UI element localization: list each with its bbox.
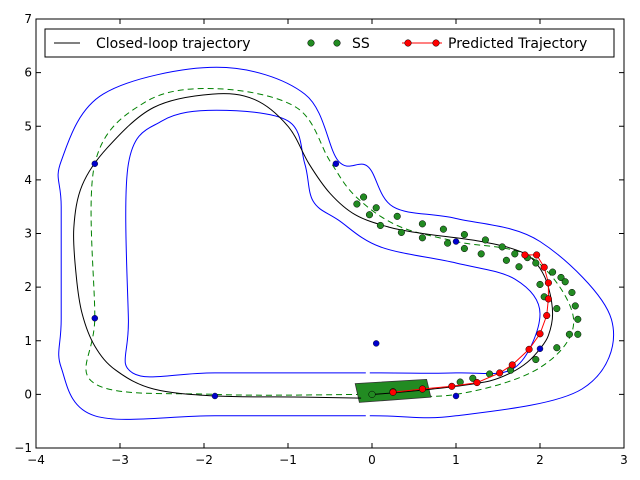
series-ss-point-7	[418, 220, 426, 228]
series-ss-point-13	[477, 250, 485, 258]
series-ss-point-0	[353, 200, 361, 208]
series-ss-point-14	[481, 236, 489, 244]
series-predicted-trajectory-point-2	[448, 382, 456, 390]
axes: −4 −3 −2 −1 0 1 2 3 −1 0 1 2 3 4 5 6 7	[14, 12, 628, 467]
reference-point-4	[452, 392, 460, 400]
series-ss-point-2	[365, 211, 374, 219]
series-predicted-trajectory-point-12	[533, 251, 541, 259]
x-tick-label-2: −2	[195, 453, 213, 467]
series-ss-point-21	[536, 280, 544, 288]
reference-point-1	[91, 160, 99, 167]
legend-predicted-trajectory-marker-2	[432, 39, 440, 47]
x-tick-label-3: −1	[279, 453, 297, 467]
y-tick-label-6: 5	[24, 119, 32, 133]
y-tick-label-1: 0	[24, 387, 32, 401]
series-ss-point-11	[460, 231, 468, 239]
series-ss-point-8	[418, 234, 426, 242]
series-predicted-trajectory-point-1	[418, 385, 426, 393]
series-ss-point-30	[574, 330, 582, 338]
reference-point-2	[91, 315, 99, 322]
y-tick-label-8: 7	[24, 12, 32, 26]
series-predicted-trajectory-point-8	[543, 311, 551, 320]
series-ss-point-12	[460, 244, 468, 253]
series-predicted-trajectory-point-7	[536, 330, 544, 338]
plot-content	[57, 66, 615, 420]
series-ss-point-10	[444, 239, 452, 247]
series-ss-point-23	[549, 268, 557, 276]
legend-box	[44, 28, 615, 58]
reference-point-3	[211, 392, 219, 400]
series-predicted-trajectory-point-13	[521, 251, 529, 259]
series-ss-point-36	[469, 374, 477, 382]
series-ss-point-24	[553, 305, 561, 313]
y-tick-label-3: 2	[24, 280, 32, 294]
x-tick-label-5: 1	[452, 453, 460, 467]
track-outer-boundary	[57, 66, 615, 420]
series-ss-point-15	[498, 243, 506, 251]
series-ss-point-33	[532, 355, 540, 364]
series-ss-point-9	[439, 225, 447, 233]
series-ss-point-18	[515, 263, 523, 271]
series-predicted-trajectory-point-11	[540, 263, 548, 271]
series-ss-point-27	[568, 288, 576, 297]
series-predicted-trajectory-point-6	[525, 345, 533, 353]
series-ss-point-29	[574, 315, 582, 323]
series-ss-point-32	[553, 344, 561, 352]
series-predicted-trajectory-point-0	[389, 388, 397, 396]
legend-ss-marker-2	[333, 39, 341, 47]
legend-ss-label: SS	[352, 36, 370, 52]
series-ss-point-31	[565, 330, 573, 338]
series-predicted-trajectory-point-10	[544, 279, 552, 287]
series-predicted-trajectory-point-9	[544, 295, 552, 303]
reference-point-6	[536, 345, 544, 352]
series-ss-point-3	[372, 204, 380, 212]
series-ss-point-6	[397, 228, 405, 236]
series-ss-point-16	[502, 256, 510, 264]
series-predicted-trajectory-point-5	[508, 361, 516, 369]
track-inner-boundary	[124, 109, 541, 378]
y-tick-label-4: 3	[24, 227, 32, 241]
series-ss-point-20	[532, 259, 540, 267]
series-ss-point-17	[511, 250, 519, 258]
legend-predicted-trajectory-marker-1	[404, 39, 412, 47]
reference-point-5	[452, 238, 460, 245]
series-ss-point-1	[360, 193, 368, 201]
series-ss-point-5	[393, 212, 401, 220]
x-tick-label-1: −3	[111, 453, 129, 467]
y-tick-label-0: −1	[14, 441, 32, 455]
x-tick-label-6: 2	[536, 453, 544, 467]
reference-point-0	[332, 160, 340, 167]
reference-point-7	[373, 340, 380, 347]
legend-predicted-trajectory-label: Predicted Trajectory	[448, 36, 587, 52]
y-tick-label-5: 4	[24, 173, 32, 187]
legend-closed-loop-trajectory-label: Closed-loop trajectory	[96, 36, 251, 52]
y-tick-label-7: 6	[24, 66, 32, 80]
series-predicted-trajectory-point-4	[496, 369, 504, 377]
legend: Closed-loop trajectory SS Predicted Trajec…	[44, 28, 615, 58]
plot-area	[57, 66, 615, 420]
series-ss-point-26	[561, 278, 569, 286]
legend-ss-marker-1	[307, 39, 315, 47]
x-tick-label-4: 0	[368, 453, 376, 467]
series-ss-point-28	[571, 302, 579, 310]
x-tick-label-7: 3	[620, 453, 628, 467]
series-ss-point-25	[557, 273, 565, 282]
y-tick-label-2: 1	[24, 334, 32, 348]
series-ss-point-39	[368, 390, 376, 398]
series-closed-loop-trajectory-line	[73, 93, 554, 399]
x-tick-label-0: −4	[27, 453, 45, 467]
series-predicted-trajectory-point-3	[473, 379, 481, 387]
series-ss-point-4	[376, 221, 384, 230]
